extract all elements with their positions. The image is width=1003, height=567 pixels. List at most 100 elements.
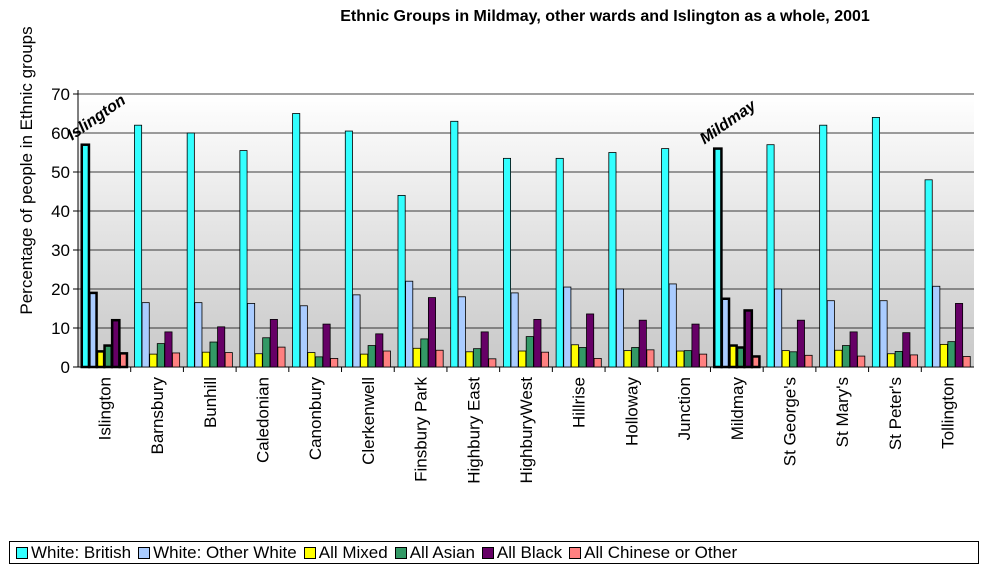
bar xyxy=(826,300,835,368)
bar xyxy=(186,132,195,368)
bar xyxy=(322,323,331,368)
bar xyxy=(217,326,226,368)
bar xyxy=(683,350,692,368)
bar xyxy=(962,356,971,368)
bar xyxy=(728,344,738,369)
bar xyxy=(593,358,602,368)
bar xyxy=(488,358,497,368)
bar xyxy=(510,292,519,368)
bar xyxy=(586,313,595,368)
y-tick-label: 70 xyxy=(51,85,70,104)
bar xyxy=(224,352,233,368)
bar xyxy=(427,297,436,368)
bar xyxy=(720,297,731,369)
bar xyxy=(638,319,647,368)
bar xyxy=(563,286,572,368)
bar xyxy=(924,179,933,368)
x-tick-label: St Mary's xyxy=(833,377,852,447)
legend: White: British White: Other White All Mixe… xyxy=(9,541,979,564)
bar xyxy=(796,319,805,368)
bar xyxy=(712,147,723,369)
x-tick-label: St George's xyxy=(781,377,800,466)
bar xyxy=(103,344,114,369)
bar xyxy=(947,341,956,368)
bar xyxy=(616,288,625,368)
bar xyxy=(789,351,798,368)
bar xyxy=(473,348,482,368)
bar xyxy=(435,349,444,368)
bar xyxy=(735,346,746,369)
x-tick-label: Holloway xyxy=(622,377,641,446)
bar xyxy=(80,143,91,369)
bar xyxy=(412,347,421,368)
y-tick-label: 40 xyxy=(51,202,70,221)
bar xyxy=(578,347,587,368)
bar xyxy=(134,124,143,368)
bar xyxy=(164,331,173,368)
bar xyxy=(555,157,564,368)
legend-label: All Mixed xyxy=(318,542,388,562)
bar xyxy=(804,354,813,368)
bar xyxy=(156,343,165,368)
legend-label: All Black xyxy=(496,542,563,562)
bar xyxy=(95,350,106,369)
x-tick-label: Canonbury xyxy=(306,377,325,461)
x-tick-label: HighburyWest xyxy=(517,377,536,484)
bar xyxy=(360,353,369,368)
bar xyxy=(781,350,790,368)
bar xyxy=(269,319,278,368)
bar xyxy=(344,130,353,368)
x-tick-label: Barnsbury xyxy=(148,377,167,455)
y-tick-label: 50 xyxy=(51,163,70,182)
legend-item: All Chinese or Other xyxy=(569,543,737,563)
bar xyxy=(902,332,911,368)
bar xyxy=(209,341,218,368)
x-tick-label: Finsbury Park xyxy=(412,377,431,482)
x-tick-label: Junction xyxy=(675,377,694,440)
bar xyxy=(525,336,534,368)
bar xyxy=(541,351,550,368)
bar xyxy=(819,124,828,368)
bar xyxy=(292,113,301,368)
bar xyxy=(382,350,391,368)
bar xyxy=(314,356,323,368)
bar xyxy=(887,353,896,368)
bar xyxy=(352,294,361,368)
bar xyxy=(420,338,429,368)
bar xyxy=(894,350,903,368)
bar xyxy=(834,349,843,368)
bar xyxy=(88,291,98,369)
bar xyxy=(502,157,511,368)
bar xyxy=(518,350,527,368)
bar xyxy=(457,296,466,368)
bar xyxy=(141,302,150,368)
x-tick-label: Bunhill xyxy=(201,377,220,428)
bar xyxy=(608,152,617,368)
legend-item: All Black xyxy=(481,542,563,563)
bar xyxy=(691,323,700,368)
bar xyxy=(254,353,263,368)
legend-label: White: Other White xyxy=(153,542,297,562)
x-tick-label: Clerkenwell xyxy=(359,377,378,465)
bar xyxy=(955,303,964,368)
bar xyxy=(699,353,708,368)
bar xyxy=(750,355,761,369)
y-tick-label: 60 xyxy=(51,124,70,143)
bar xyxy=(743,309,754,369)
bar xyxy=(909,354,918,368)
bar xyxy=(480,331,489,368)
bar xyxy=(668,283,677,368)
bar xyxy=(842,345,851,368)
y-tick-label: 20 xyxy=(51,280,70,299)
y-tick-label: 0 xyxy=(61,358,70,377)
y-axis-label: Percentage of people in Ethnic groups xyxy=(17,26,36,314)
legend-swatch xyxy=(303,546,316,559)
bar xyxy=(646,349,655,368)
x-tick-label: Islington xyxy=(95,377,114,440)
bar xyxy=(367,345,376,368)
bar xyxy=(299,305,308,368)
legend-item: White: Other White xyxy=(138,543,297,563)
legend-label: All Asian xyxy=(409,542,475,562)
bar xyxy=(932,285,941,368)
